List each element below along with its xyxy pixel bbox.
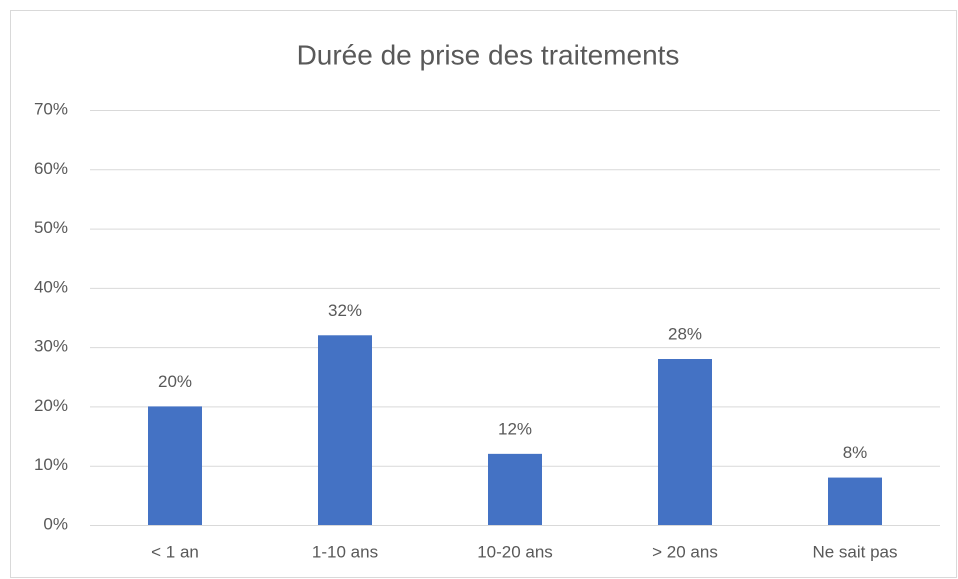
y-tick-label: 50%: [34, 218, 68, 237]
x-tick-label: 10-20 ans: [477, 542, 553, 561]
bar: [658, 359, 712, 525]
bar: [828, 477, 882, 525]
value-label: 12%: [498, 419, 532, 438]
value-label: 32%: [328, 301, 362, 320]
y-tick-label: 10%: [34, 455, 68, 474]
y-tick-label: 40%: [34, 277, 68, 296]
x-tick-label: 1-10 ans: [312, 542, 378, 561]
value-label: 20%: [158, 372, 192, 391]
y-tick-label: 60%: [34, 159, 68, 178]
chart-title: Durée de prise des traitements: [297, 39, 680, 70]
value-label: 8%: [843, 443, 868, 462]
y-tick-label: 30%: [34, 337, 68, 356]
bar: [318, 335, 372, 525]
bar: [148, 406, 202, 525]
x-tick-label: Ne sait pas: [812, 542, 897, 561]
value-label: 28%: [668, 324, 702, 343]
y-tick-label: 70%: [34, 99, 68, 118]
y-tick-label: 0%: [43, 514, 68, 533]
x-tick-label: < 1 an: [151, 542, 199, 561]
y-tick-label: 20%: [34, 396, 68, 415]
x-tick-label: > 20 ans: [652, 542, 718, 561]
bar: [488, 453, 542, 525]
